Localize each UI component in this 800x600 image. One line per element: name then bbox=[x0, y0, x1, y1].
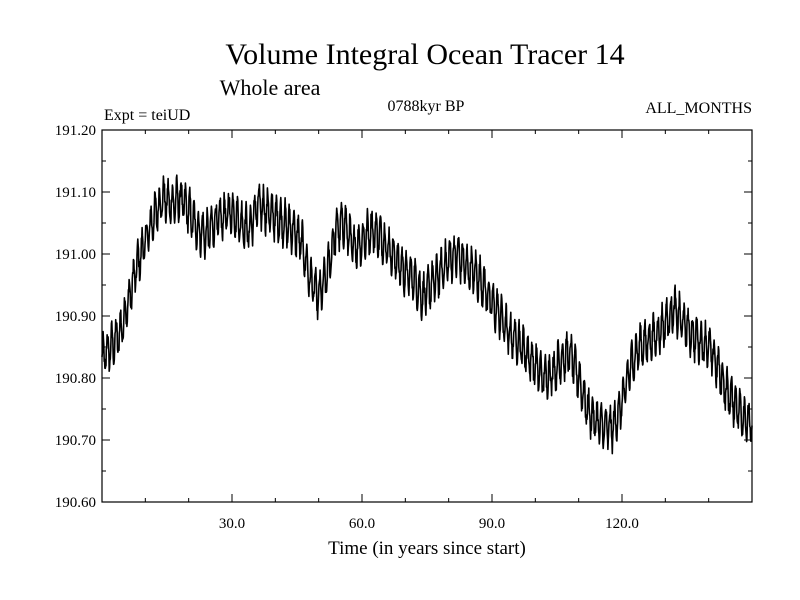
x-tick-label: 90.0 bbox=[479, 516, 505, 532]
months-label: ALL_MONTHS bbox=[645, 100, 752, 117]
y-tick-label: 191.20 bbox=[55, 123, 96, 139]
y-tick-label: 190.70 bbox=[55, 433, 96, 449]
y-tick-label: 190.80 bbox=[55, 371, 96, 387]
y-tick-label: 191.00 bbox=[55, 247, 96, 263]
y-axis: 190.60 190.70 190.80 190.90 191.00 191.10 191.… bbox=[55, 123, 752, 511]
x-axis-label: Time (in years since start) bbox=[328, 538, 526, 559]
chart-title: Volume Integral Ocean Tracer 14 bbox=[225, 38, 624, 71]
y-tick-label: 190.60 bbox=[55, 495, 96, 511]
x-tick-label: 120.0 bbox=[605, 516, 639, 532]
y-tick-label: 191.10 bbox=[55, 185, 96, 201]
expt-label: Expt = teiUD bbox=[104, 107, 190, 124]
period-label: 0788kyr BP bbox=[388, 98, 465, 115]
series-line bbox=[101, 174, 753, 455]
chart-subtitle: Whole area bbox=[220, 75, 321, 100]
y-tick-label: 190.90 bbox=[55, 309, 96, 325]
x-axis: 30.0 60.0 90.0 120.0 bbox=[144, 130, 710, 532]
x-tick-label: 60.0 bbox=[349, 516, 375, 532]
x-tick-label: 30.0 bbox=[219, 516, 245, 532]
plot-frame bbox=[101, 129, 753, 503]
